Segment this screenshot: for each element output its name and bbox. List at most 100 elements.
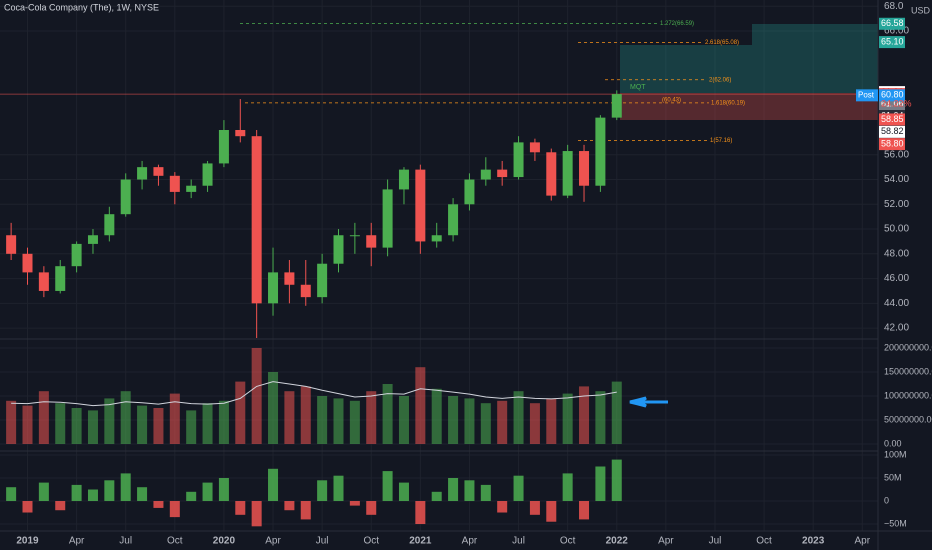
candle-body — [333, 235, 344, 264]
y-tick-label: 150000000.00 — [884, 366, 932, 376]
volume-bar — [104, 398, 115, 444]
oscillator-bar — [480, 484, 491, 502]
price-label: 58.82 — [881, 126, 904, 136]
percent-label: 24.22% — [881, 98, 912, 108]
oscillator-bar — [333, 475, 344, 502]
fib-label: (60.43) — [662, 97, 681, 103]
y-tick-label: 56.00 — [884, 149, 909, 160]
x-tick-label: Jul — [512, 536, 525, 547]
volume-bar — [562, 393, 573, 444]
volume-bar — [382, 384, 393, 444]
price-label: 61.06 — [881, 98, 904, 108]
candle-body — [284, 272, 295, 285]
price-label-box — [879, 89, 905, 102]
x-tick-label: Apr — [462, 536, 478, 547]
volume-bar — [529, 403, 540, 444]
volume-bar — [186, 410, 197, 444]
oscillator-bar — [497, 501, 508, 513]
x-tick-label: Jul — [709, 536, 722, 547]
x-tick-label: 2019 — [16, 536, 39, 547]
x-tick-label: 2020 — [213, 536, 236, 547]
candle-body — [398, 169, 409, 190]
x-tick-label: 2023 — [802, 536, 825, 547]
oscillator-bar — [448, 478, 459, 502]
candle-body — [104, 214, 115, 236]
x-tick-label: Oct — [560, 536, 576, 547]
y-tick-label: −50M — [884, 518, 907, 528]
candle-body — [153, 167, 164, 176]
fib-label: 2(62.06) — [709, 77, 731, 83]
y-tick-label: 44.00 — [884, 298, 909, 309]
candle-body — [218, 130, 229, 164]
oscillator-bar — [38, 482, 49, 502]
candle-body — [251, 136, 262, 304]
oscillator-bar — [513, 475, 524, 502]
candle-body — [55, 266, 66, 291]
y-tick-label: 46.00 — [884, 273, 909, 284]
oscillator-bar — [6, 487, 17, 502]
x-tick-label: 2022 — [606, 536, 629, 547]
candle-body — [317, 263, 328, 298]
volume-ma-line — [11, 381, 617, 407]
candle-body — [562, 151, 573, 196]
oscillator-bar — [546, 501, 557, 522]
oscillator-bar — [137, 487, 148, 502]
volume-bar — [218, 400, 229, 444]
x-tick-label: Oct — [363, 536, 379, 547]
candle-body — [595, 117, 606, 186]
price-label-box — [879, 17, 905, 30]
candle-body — [120, 179, 131, 215]
volume-bar — [38, 391, 49, 444]
candle-body — [186, 185, 197, 192]
oscillator-bar — [382, 471, 393, 502]
candle-body — [169, 175, 180, 192]
volume-bar — [513, 391, 524, 444]
candle-body — [448, 204, 459, 236]
price-label: 66.58 — [881, 18, 904, 28]
candle-body — [268, 272, 279, 304]
oscillator-bar — [87, 489, 98, 502]
plot: 1.272(66.59) 2.618(65.08) 2(62.06) 1.618(60… — [0, 21, 878, 527]
volume-bar — [546, 398, 557, 444]
candle-body — [579, 151, 590, 186]
price-label-box — [879, 113, 905, 126]
volume-bar — [415, 367, 426, 444]
oscillator-bar — [464, 480, 475, 502]
y-tick-label: 48.00 — [884, 248, 909, 259]
oscillator-bar — [251, 501, 262, 527]
price-label: 60.80 — [881, 90, 904, 100]
candle-body — [235, 130, 246, 137]
marker-label: MQT — [630, 84, 646, 91]
price-axis: 2019 Apr Jul Oct 2020 Apr Jul Oct 2021 Apr Jul Oct 2… — [16, 1, 932, 547]
oscillator-bar — [349, 501, 360, 506]
oscillator-bar — [22, 501, 33, 513]
oscillator-bar — [153, 501, 164, 508]
volume-bar — [169, 393, 180, 444]
volume-bar — [55, 403, 66, 444]
oscillator-bar — [300, 501, 311, 520]
volume-bar — [366, 391, 377, 444]
target-zone — [620, 45, 878, 93]
fib-label: 1(57.16) — [710, 138, 732, 144]
volume-bar — [268, 372, 279, 444]
x-tick-label: Apr — [855, 536, 871, 547]
candle-body — [71, 243, 82, 267]
oscillator-bar — [366, 501, 377, 515]
fib-label: 2.618(65.08) — [705, 40, 739, 46]
y-tick-label: 50.00 — [884, 224, 909, 235]
oscillator-bar — [71, 484, 82, 502]
x-tick-label: 2021 — [409, 536, 432, 547]
price-tag-box — [856, 89, 878, 102]
currency: USD — [911, 5, 931, 15]
chart-title: Coca-Cola Company (The), 1W, NYSE — [4, 2, 159, 12]
y-tick-label: 200000000.00 — [884, 342, 932, 352]
candle-body — [137, 167, 148, 180]
candle-body — [546, 152, 557, 196]
price-tag: Post — [858, 90, 875, 99]
volume-bar — [349, 400, 360, 444]
volume-bar — [284, 391, 295, 444]
price-label-box — [879, 125, 905, 138]
oscillator-bar — [579, 501, 590, 520]
